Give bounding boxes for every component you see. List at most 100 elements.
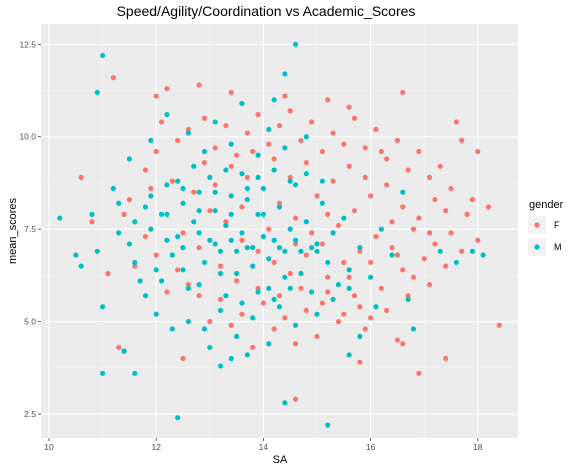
data-point-f — [185, 282, 191, 288]
data-point-m — [400, 189, 406, 195]
data-point-m — [164, 182, 170, 188]
data-point-m — [287, 178, 293, 184]
data-point-f — [373, 233, 379, 240]
data-point-f — [475, 148, 481, 155]
data-point-f — [196, 245, 202, 251]
data-point-m — [57, 215, 63, 221]
data-point-m — [271, 237, 277, 243]
data-point-m — [94, 89, 100, 95]
data-point-m — [207, 237, 213, 243]
data-point-m — [368, 274, 374, 280]
data-point-f — [191, 189, 197, 195]
data-point-m — [276, 245, 283, 251]
data-point-m — [266, 256, 272, 262]
data-point-f — [400, 341, 406, 347]
data-point-f — [255, 111, 261, 118]
data-point-m — [78, 263, 84, 269]
data-point-f — [389, 219, 395, 225]
data-point-m — [255, 152, 261, 158]
data-point-f — [303, 160, 309, 166]
data-point-f — [239, 204, 245, 210]
data-point-m — [121, 348, 127, 354]
plot-panel — [41, 24, 518, 438]
data-point-f — [239, 311, 245, 317]
data-point-f — [325, 289, 331, 295]
y-tick-label: 2.5 — [24, 409, 36, 419]
data-point-m — [148, 226, 154, 232]
data-point-f — [132, 263, 138, 269]
data-point-m — [239, 230, 245, 236]
data-point-m — [357, 333, 363, 339]
data-point-m — [164, 237, 170, 243]
data-point-m — [196, 282, 202, 288]
data-point-f — [180, 230, 186, 236]
data-point-m — [180, 200, 186, 206]
data-point-m — [292, 237, 299, 243]
data-point-m — [158, 278, 165, 284]
data-point-m — [319, 178, 325, 184]
data-point-f — [234, 278, 240, 284]
data-point-f — [276, 200, 283, 206]
data-point-f — [164, 86, 170, 92]
data-point-f — [271, 326, 277, 332]
data-point-m — [260, 185, 267, 192]
chart-title: Speed/Agility/Coordination vs Academic_S… — [117, 3, 416, 19]
data-point-m — [469, 248, 476, 254]
data-point-m — [153, 311, 159, 317]
data-point-m — [271, 296, 277, 302]
data-point-f — [341, 311, 347, 317]
data-point-m — [244, 185, 250, 192]
y-axis-title: mean_scores — [7, 197, 19, 264]
data-point-m — [346, 352, 352, 358]
data-point-f — [287, 108, 293, 114]
data-point-f — [319, 148, 325, 155]
data-point-f — [394, 252, 401, 258]
data-point-f — [362, 174, 368, 180]
data-point-m — [282, 248, 288, 254]
data-point-m — [346, 267, 352, 273]
data-point-f — [319, 300, 325, 306]
data-point-m — [185, 130, 191, 136]
data-point-m — [175, 415, 181, 421]
data-point-m — [223, 167, 229, 173]
data-point-m — [185, 285, 191, 291]
data-point-m — [132, 219, 138, 225]
data-point-m — [271, 97, 277, 103]
data-point-f — [341, 141, 347, 147]
data-point-f — [164, 289, 170, 295]
data-point-m — [201, 259, 208, 266]
data-point-f — [212, 182, 218, 188]
data-point-f — [346, 274, 352, 280]
data-point-f — [443, 208, 449, 214]
data-point-f — [212, 145, 218, 151]
data-point-f — [357, 359, 363, 365]
data-point-m — [148, 193, 154, 199]
data-point-f — [116, 344, 122, 351]
x-tick-label: 12 — [151, 442, 161, 452]
axis-tick-labels: 10 12 14 16 18 2.5 5.0 7.5 10.0 12.5 — [19, 39, 482, 452]
data-point-m — [234, 333, 240, 339]
data-point-m — [142, 293, 149, 299]
data-point-m — [175, 233, 181, 240]
data-point-f — [298, 137, 304, 144]
data-point-f — [180, 355, 186, 362]
data-point-f — [201, 115, 208, 121]
data-point-f — [298, 285, 304, 291]
data-point-m — [282, 274, 288, 280]
data-point-f — [405, 293, 411, 299]
data-point-m — [212, 119, 218, 125]
data-point-m — [303, 219, 309, 225]
data-point-f — [234, 152, 240, 158]
data-point-f — [351, 208, 358, 214]
data-point-f — [384, 307, 390, 314]
data-point-f — [437, 163, 443, 169]
data-point-m — [314, 241, 320, 247]
legend-title: gender — [529, 199, 564, 211]
data-point-f — [292, 215, 299, 221]
data-point-m — [100, 52, 106, 59]
axis-ticks — [38, 43, 479, 441]
data-point-m — [480, 252, 486, 258]
data-point-f — [158, 119, 165, 125]
data-point-f — [416, 148, 422, 155]
data-point-m — [276, 204, 283, 210]
